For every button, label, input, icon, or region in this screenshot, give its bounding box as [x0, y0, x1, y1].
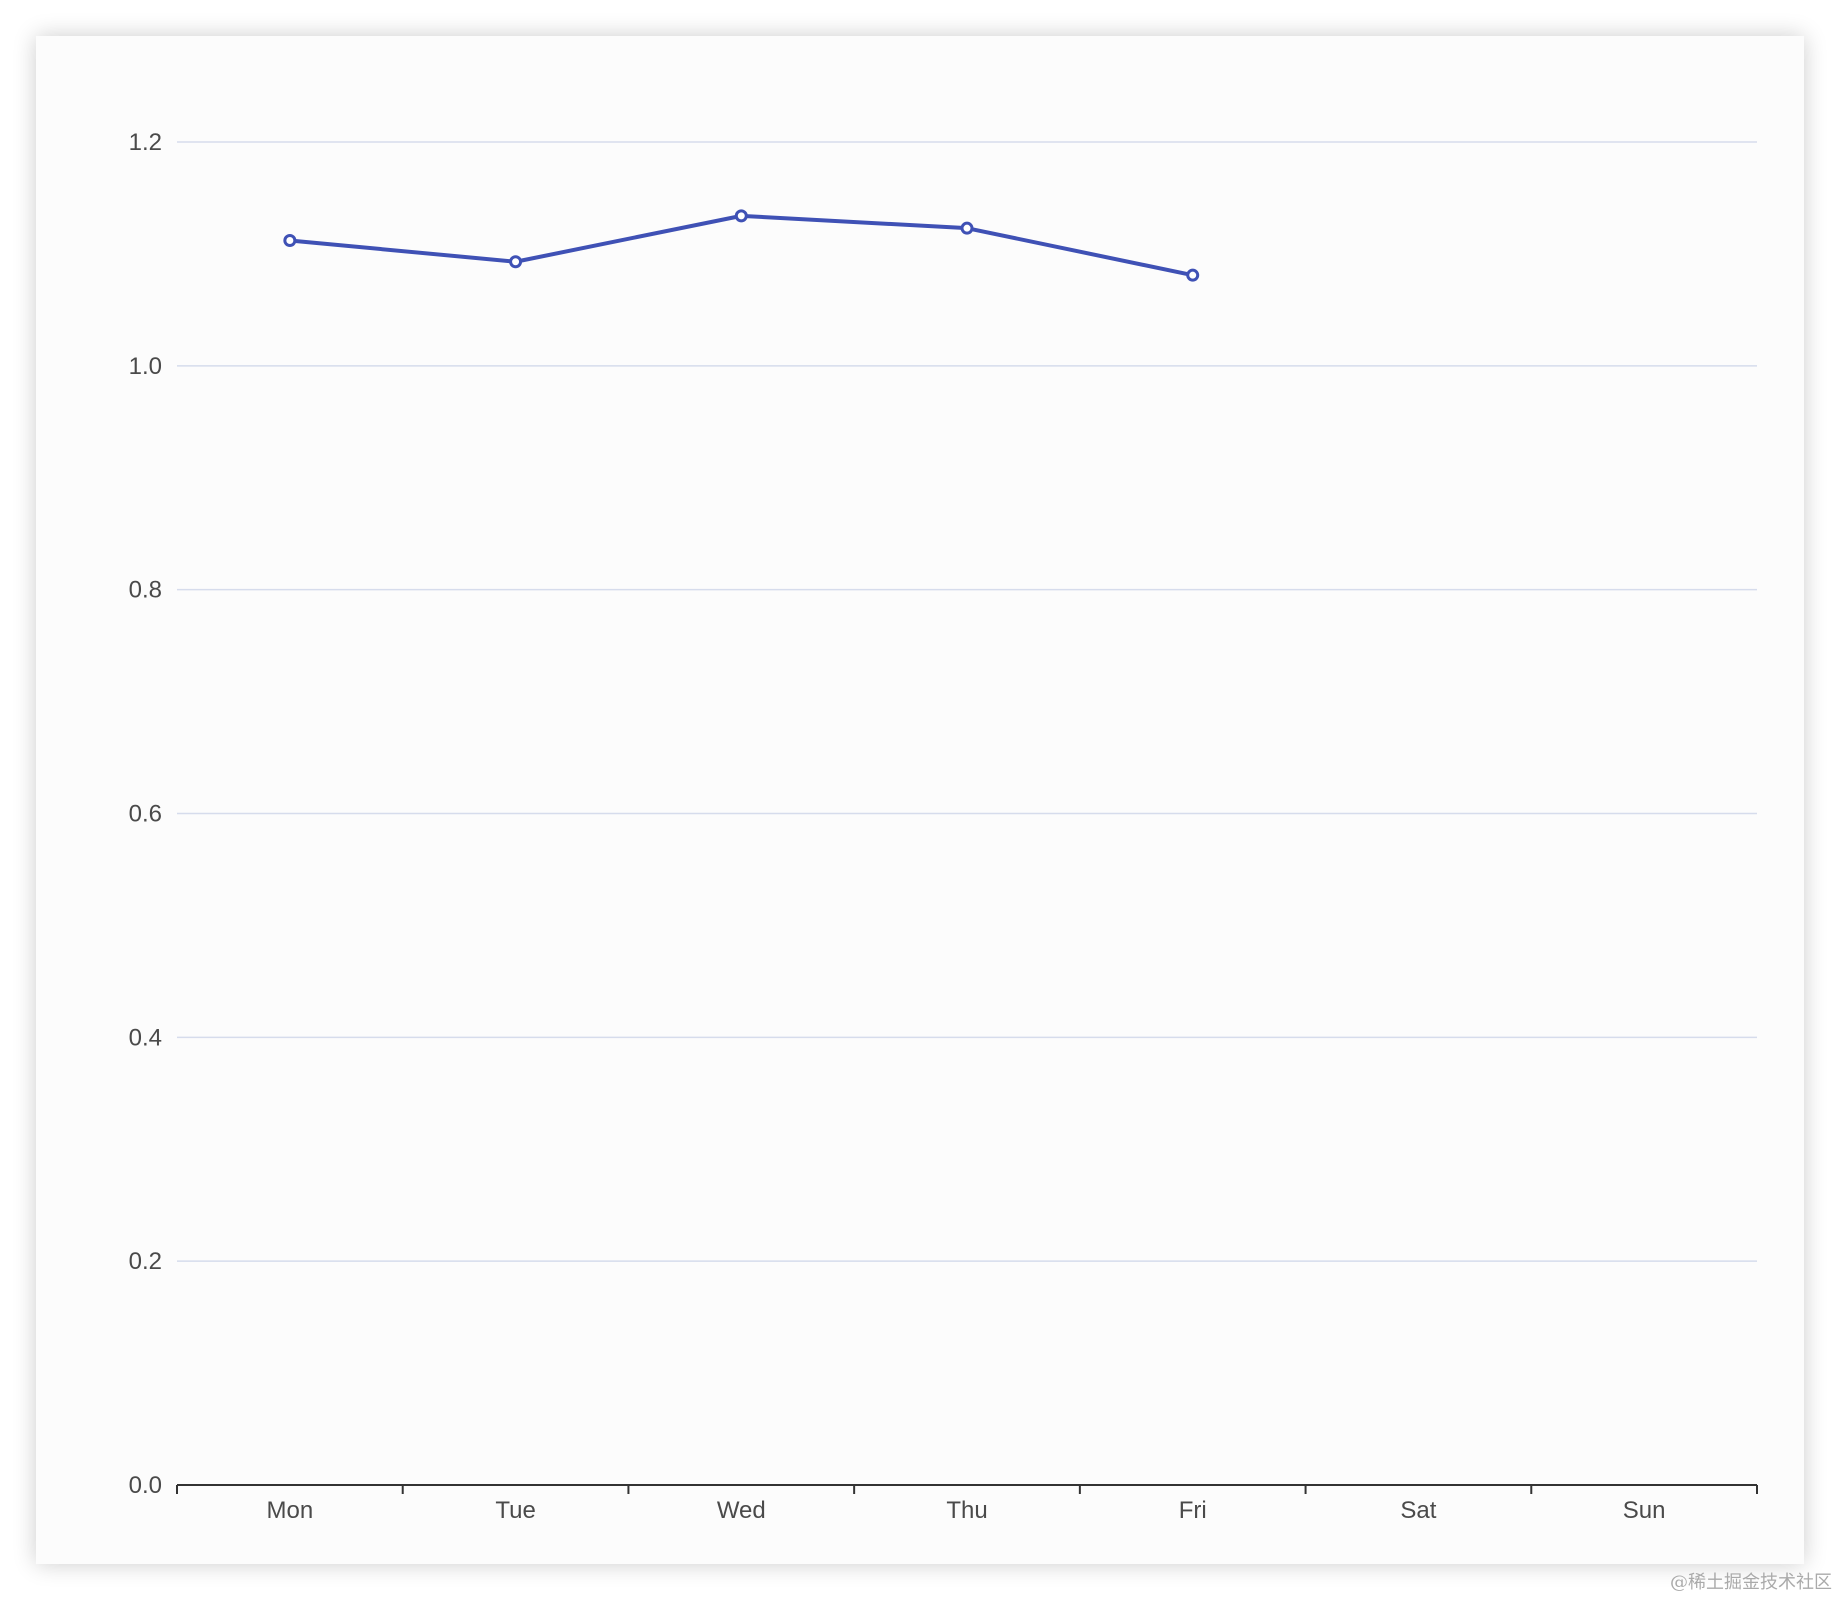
- x-tick-label: Wed: [717, 1497, 766, 1524]
- series: [283, 209, 1200, 282]
- y-tick-label: 0.0: [129, 1472, 162, 1499]
- chart-card: 0.0 0.2 0.4 0.6 0.8 1.0 1.2 Mon Tue Wed Thu Fri Sat…: [36, 36, 1804, 1564]
- y-axis: 0.0 0.2 0.4 0.6 0.8 1.0 1.2: [129, 129, 162, 1499]
- x-tick-label: Tue: [495, 1497, 535, 1524]
- grid-lines: [177, 141, 1757, 1262]
- data-point[interactable]: [509, 255, 523, 269]
- y-tick-label: 0.6: [129, 801, 162, 828]
- data-point[interactable]: [283, 233, 297, 247]
- data-point[interactable]: [1186, 268, 1200, 282]
- y-tick-label: 0.2: [129, 1248, 162, 1275]
- x-axis: Mon Tue Wed Thu Fri Sat Sun: [176, 1484, 1758, 1524]
- series-line: [287, 213, 1195, 278]
- y-tick-label: 0.8: [129, 577, 162, 604]
- x-tick-label: Sun: [1623, 1497, 1666, 1524]
- x-tick-label: Thu: [946, 1497, 987, 1524]
- watermark-text: @稀土掘金技术社区: [1670, 1572, 1832, 1593]
- y-tick-label: 1.0: [129, 353, 162, 380]
- line-chart: 0.0 0.2 0.4 0.6 0.8 1.0 1.2 Mon Tue Wed Thu Fri Sat…: [129, 129, 1758, 1524]
- data-point[interactable]: [734, 209, 748, 223]
- y-tick-label: 1.2: [129, 129, 162, 156]
- data-point[interactable]: [960, 221, 974, 235]
- x-tick-label: Sat: [1400, 1497, 1436, 1524]
- x-tick-label: Fri: [1179, 1497, 1207, 1524]
- x-tick-label: Mon: [267, 1497, 314, 1524]
- y-tick-label: 0.4: [129, 1024, 162, 1051]
